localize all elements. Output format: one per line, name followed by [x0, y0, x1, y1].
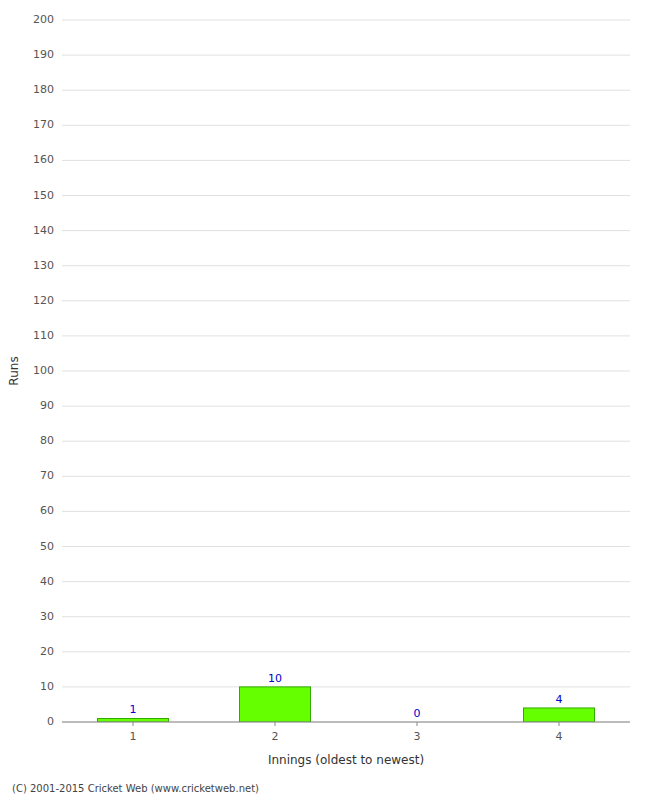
y-tick-label: 180 — [33, 83, 54, 96]
x-tick — [275, 722, 276, 726]
grid-line — [62, 55, 630, 56]
x-tick-label: 3 — [414, 730, 421, 743]
grid-line — [62, 371, 630, 372]
bar — [524, 708, 595, 722]
grid-line — [62, 686, 630, 687]
grid-line — [62, 581, 630, 582]
grid-line — [62, 20, 630, 21]
y-tick-label: 110 — [33, 329, 54, 342]
grid-line — [62, 125, 630, 126]
data-label: 4 — [556, 693, 563, 706]
grid-line — [62, 160, 630, 161]
y-tick-label: 80 — [40, 434, 54, 447]
grid-line — [62, 616, 630, 617]
y-tick-label: 200 — [33, 13, 54, 26]
bar — [98, 718, 169, 722]
y-tick-label: 90 — [40, 399, 54, 412]
grid-line — [62, 722, 630, 723]
y-tick-label: 10 — [40, 680, 54, 693]
data-label: 10 — [268, 672, 282, 685]
y-axis-label: Runs — [7, 356, 21, 385]
x-axis-line — [62, 722, 630, 723]
y-axis: 0 10 20 30 40 50 60 70 80 90 100 110 120 130 140 150 160… — [33, 13, 54, 728]
y-tick-label: 120 — [33, 294, 54, 307]
x-tick — [417, 722, 418, 726]
bars — [98, 687, 595, 722]
bar — [240, 687, 311, 722]
chart-svg: 0102030405060708090100110120130140150160… — [0, 0, 650, 800]
y-tick-label: 30 — [40, 610, 54, 623]
y-tick-label: 50 — [40, 540, 54, 553]
grid-line — [62, 90, 630, 91]
grid-line — [62, 546, 630, 547]
x-tick-label: 2 — [272, 730, 279, 743]
x-axis: 1 2 3 4 — [62, 722, 630, 743]
x-tick — [133, 722, 134, 726]
data-labels: 1 10 0 4 — [130, 672, 563, 720]
y-tick-label: 130 — [33, 259, 54, 272]
x-tick — [559, 722, 560, 726]
footer: (C) 2001-2015 Cricket Web (www.cricketwe… — [12, 783, 259, 794]
grid-line — [62, 651, 630, 652]
grid-line — [62, 511, 630, 512]
y-tick-label: 100 — [33, 364, 54, 377]
grid-line — [62, 300, 630, 301]
y-tick-label: 0 — [47, 715, 54, 728]
grid-line — [62, 230, 630, 231]
data-label: 0 — [414, 707, 421, 720]
grid-line — [62, 441, 630, 442]
y-tick-label: 140 — [33, 224, 54, 237]
y-tick-label: 20 — [40, 645, 54, 658]
grid-line — [62, 335, 630, 336]
y-tick-label: 40 — [40, 575, 54, 588]
grid-line — [62, 265, 630, 266]
grid-line — [62, 195, 630, 196]
y-tick-label: 190 — [33, 48, 54, 61]
y-tick-label: 60 — [40, 504, 54, 517]
y-tick-label: 70 — [40, 469, 54, 482]
x-axis-label: Innings (oldest to newest) — [268, 753, 424, 767]
x-tick-label: 4 — [556, 730, 563, 743]
y-grid — [62, 20, 630, 722]
y-tick-label: 160 — [33, 153, 54, 166]
x-tick-label: 1 — [130, 730, 137, 743]
y-tick-label: 170 — [33, 118, 54, 131]
chart-container: 0102030405060708090100110120130140150160… — [0, 0, 650, 800]
grid-line — [62, 476, 630, 477]
data-label: 1 — [130, 703, 137, 716]
y-tick-label: 150 — [33, 189, 54, 202]
grid-line — [62, 406, 630, 407]
